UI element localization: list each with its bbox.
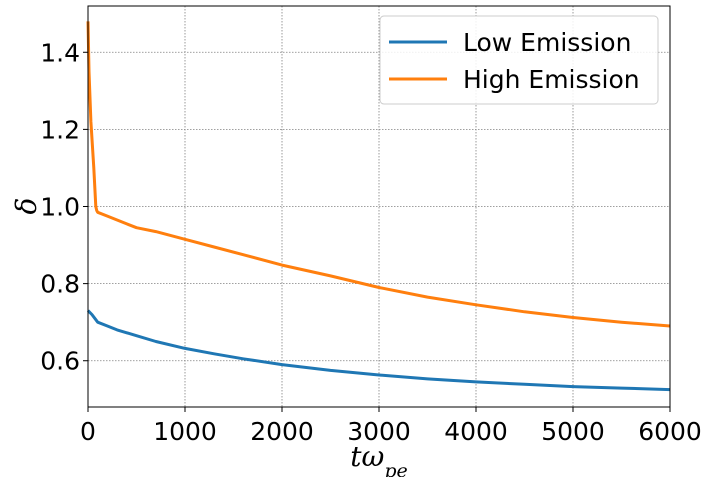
x-tick-label: 6000 [638,417,702,446]
x-tick-label: 5000 [541,417,605,446]
y-tick-label: 1.4 [40,38,80,67]
x-tick-label: 3000 [347,417,411,446]
x-tick-label: 4000 [444,417,508,446]
legend-box [379,15,659,105]
y-tick-label: 1.0 [40,193,80,222]
legend-label-1: Low Emission [463,28,631,57]
y-tick-label: 0.6 [40,347,80,376]
x-axis-label-subscript: pe [384,460,407,477]
axis-ticks: 0 1000 2000 3000 4000 5000 6000 0.6 0.8 1.0 1.2 1.4 [40,38,702,446]
x-tick-label: 1000 [153,417,217,446]
series-line-2 [86,21,671,328]
y-tick-label: 0.8 [40,270,80,299]
x-tick-label: 0 [80,417,96,446]
legend: Low Emission High Emission [379,15,659,105]
legend-label-2: High Emission [463,65,640,94]
series-lines [86,21,671,392]
x-axis-label-main: tω [350,440,384,473]
x-tick-label: 2000 [250,417,314,446]
y-axis-label: δ [10,198,43,215]
y-tick-label: 1.2 [40,115,80,144]
x-axis-label: tωpe [350,440,408,477]
series-line-1 [86,309,671,392]
